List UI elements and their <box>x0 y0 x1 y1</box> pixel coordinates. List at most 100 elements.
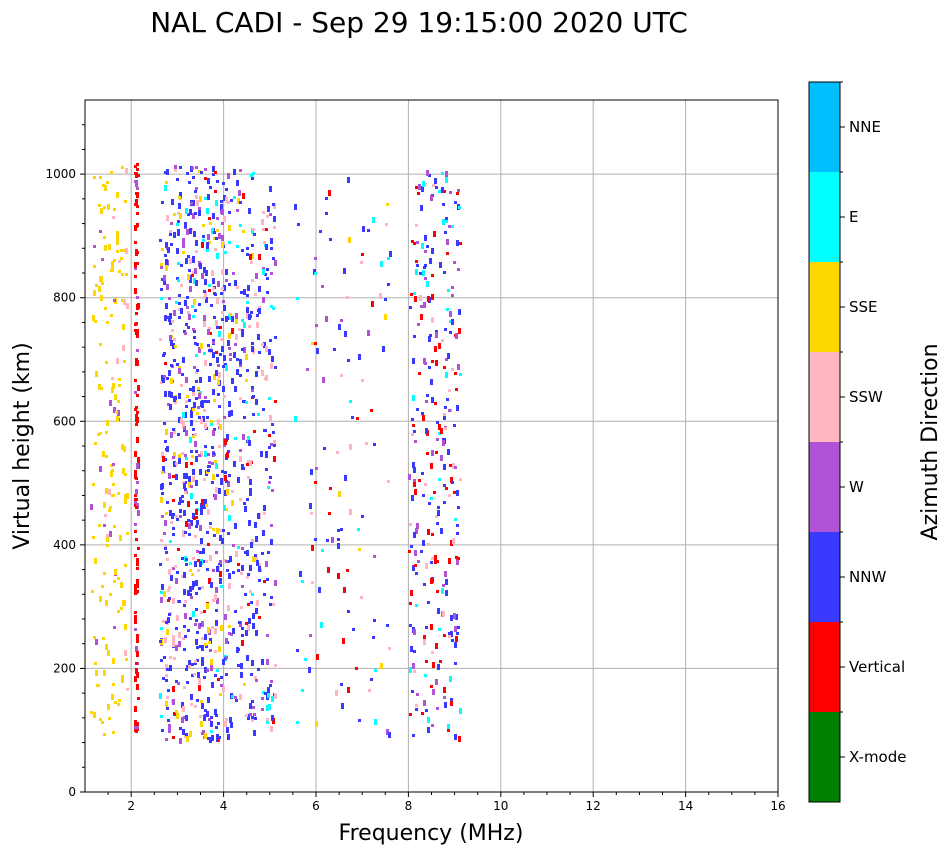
data-point <box>203 315 206 321</box>
data-point <box>191 587 194 590</box>
data-point <box>114 394 117 400</box>
data-point <box>211 735 214 741</box>
data-point <box>435 451 438 454</box>
data-point <box>261 708 264 711</box>
y-axis-label: Virtual height (km) <box>10 342 35 549</box>
data-point <box>194 441 197 447</box>
data-point <box>431 450 434 456</box>
data-point <box>420 550 423 553</box>
data-point <box>184 613 187 619</box>
data-point <box>196 631 199 634</box>
colorbar-segment <box>809 622 840 712</box>
data-point <box>184 481 187 484</box>
data-point <box>200 611 203 614</box>
data-point <box>194 705 197 708</box>
data-point <box>168 569 171 575</box>
data-point <box>333 348 336 351</box>
data-point <box>164 391 167 397</box>
data-point <box>200 451 203 457</box>
data-point <box>221 287 224 290</box>
data-point <box>204 197 207 200</box>
data-point <box>135 489 138 495</box>
data-point <box>456 524 459 527</box>
data-point <box>215 370 218 376</box>
data-point <box>192 476 195 482</box>
data-point <box>240 663 243 669</box>
data-point <box>425 428 428 434</box>
data-point <box>161 278 164 281</box>
data-point <box>424 277 427 280</box>
data-point <box>435 643 438 649</box>
data-point <box>134 241 137 244</box>
data-point <box>194 561 197 567</box>
data-point <box>134 611 137 614</box>
data-point <box>246 498 249 501</box>
data-point <box>434 346 437 352</box>
data-point <box>269 684 272 687</box>
data-point <box>249 479 252 485</box>
data-point <box>106 181 109 184</box>
data-point <box>167 589 170 592</box>
colorbar-tick-label: X-mode <box>849 748 906 766</box>
data-point <box>207 400 210 403</box>
data-point <box>356 417 359 420</box>
data-point <box>418 372 421 375</box>
data-point <box>274 260 277 266</box>
data-point <box>228 474 231 477</box>
data-point <box>269 476 272 479</box>
data-point <box>442 440 445 446</box>
data-point <box>241 249 244 252</box>
data-point <box>432 184 435 187</box>
data-point <box>455 333 458 339</box>
data-point <box>103 236 106 239</box>
data-point <box>415 269 418 275</box>
data-point <box>252 556 255 562</box>
data-point <box>417 560 420 563</box>
data-point <box>434 178 437 184</box>
data-point <box>250 311 253 314</box>
data-point <box>227 560 230 563</box>
data-point <box>233 352 236 358</box>
data-point <box>178 203 181 209</box>
data-point <box>113 580 116 583</box>
data-point <box>229 353 232 356</box>
data-point <box>227 481 230 487</box>
data-point <box>261 370 264 376</box>
data-point <box>203 267 206 273</box>
data-point <box>448 389 451 392</box>
data-point <box>189 731 192 737</box>
data-point <box>451 225 454 228</box>
data-point <box>200 721 203 727</box>
data-point <box>326 539 329 542</box>
data-point <box>172 456 175 459</box>
data-point <box>181 373 184 376</box>
data-point <box>336 451 339 454</box>
data-point <box>205 504 208 507</box>
data-point <box>182 729 185 735</box>
data-point <box>411 240 414 243</box>
data-point <box>202 416 205 422</box>
data-point <box>134 267 137 270</box>
data-point <box>102 637 105 640</box>
data-point <box>105 455 108 458</box>
data-point <box>316 654 319 660</box>
data-point <box>412 424 415 427</box>
data-point <box>201 663 204 666</box>
data-point <box>251 244 254 247</box>
data-point <box>105 431 108 434</box>
data-point <box>225 188 228 191</box>
data-point <box>136 637 139 643</box>
data-point <box>134 587 137 593</box>
data-point <box>118 378 121 381</box>
data-point <box>270 363 273 369</box>
data-point <box>453 613 456 619</box>
data-point <box>438 343 441 349</box>
data-point <box>188 181 191 184</box>
data-point <box>246 301 249 304</box>
data-point <box>136 672 139 678</box>
data-point <box>106 534 109 537</box>
data-point <box>172 475 175 478</box>
